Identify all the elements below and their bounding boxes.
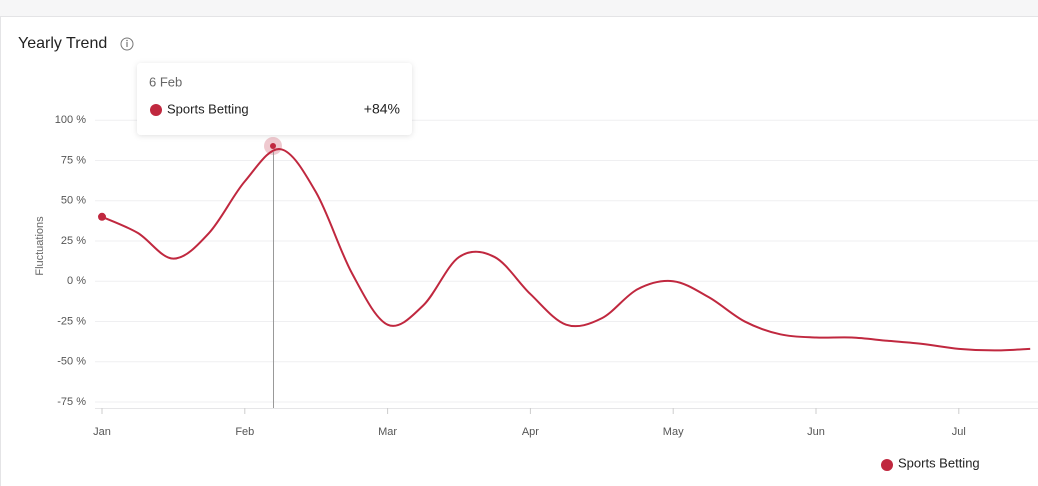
x-tick-label: Feb	[235, 426, 254, 438]
y-tick-label: -75 %	[57, 396, 86, 408]
tooltip: 6 Feb Sports Betting +84%	[137, 63, 412, 135]
tooltip-swatch	[150, 104, 162, 116]
y-tick-label: 50 %	[61, 195, 86, 207]
y-tick-label: -50 %	[57, 356, 86, 368]
x-tick-label: Jul	[952, 426, 966, 438]
y-tick-label: 100 %	[55, 114, 86, 126]
point	[98, 212, 106, 221]
tooltip-value: +84%	[364, 101, 400, 117]
hover-point	[270, 142, 276, 149]
info-icon[interactable]	[120, 37, 134, 51]
legend-swatch[interactable]	[881, 459, 893, 471]
y-tick-label: 25 %	[61, 235, 86, 247]
x-tick-label: Apr	[522, 426, 539, 438]
x-tick-label: Jun	[807, 426, 825, 438]
top-strip	[0, 0, 1038, 16]
x-tick-label: May	[663, 426, 684, 438]
tooltip-series: Sports Betting	[167, 101, 249, 116]
legend-label[interactable]: Sports Betting	[898, 455, 980, 470]
line	[101, 148, 1031, 352]
tooltip-box	[137, 63, 412, 135]
y-tick-label: -25 %	[57, 315, 86, 327]
x-tick-label: Mar	[378, 426, 397, 438]
y-tick-label: 75 %	[61, 154, 86, 166]
x-tick-label: Jan	[93, 426, 111, 438]
y-axis-label: Fluctuations	[34, 216, 46, 276]
y-tick-label: 0 %	[67, 275, 86, 287]
chart-title: Yearly Trend	[18, 35, 107, 52]
tooltip-date: 6 Feb	[149, 74, 182, 89]
